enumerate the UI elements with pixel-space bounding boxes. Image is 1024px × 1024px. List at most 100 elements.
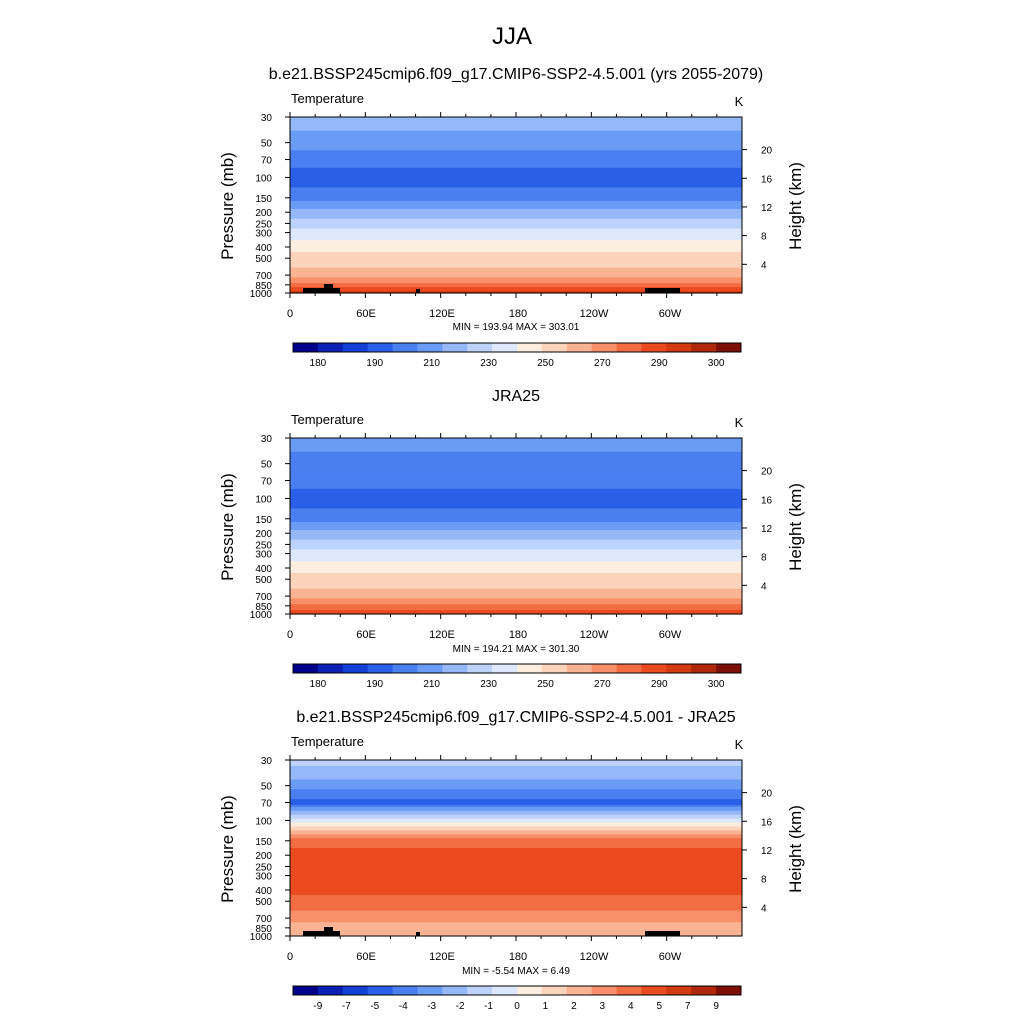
y-tick-label: 30 (261, 756, 273, 767)
topography (416, 289, 420, 293)
field-band (290, 484, 742, 488)
field-band (290, 228, 742, 232)
field-band (290, 934, 742, 937)
panel-difference: b.e21.BSSP245cmip6.f09_g17.CMIP6-SSP2-4.… (218, 709, 805, 1012)
field-band (290, 760, 742, 763)
field-band (290, 793, 742, 796)
field-band (290, 482, 742, 486)
y-tick-label: 200 (255, 208, 272, 219)
field-band (290, 222, 742, 226)
field-band (290, 922, 742, 925)
field-band (290, 210, 742, 214)
field-band (290, 265, 742, 269)
field-band (290, 908, 742, 912)
colorbar-swatch (591, 986, 618, 995)
colorbar-swatch (716, 343, 742, 352)
field-band (290, 555, 742, 558)
field-band (290, 150, 742, 153)
field-band (290, 801, 742, 804)
y-tick-label: 400 (255, 564, 272, 575)
field-band (290, 795, 742, 798)
colorbar-swatch (591, 343, 618, 352)
colorbar-swatch (541, 343, 568, 352)
colorbar-swatch (566, 343, 593, 352)
field-band (290, 867, 742, 871)
colorbar-swatch (641, 343, 667, 352)
field-band (290, 924, 742, 927)
field-band (290, 457, 742, 461)
field-band (290, 898, 742, 902)
field-band (290, 146, 742, 149)
field-band (290, 461, 742, 465)
field-band (290, 492, 742, 496)
field-band (290, 291, 742, 294)
field-band (290, 438, 742, 441)
field-band (290, 830, 742, 833)
colorbar-swatch (616, 664, 642, 673)
field-band (290, 128, 742, 132)
field-band (290, 883, 742, 886)
colorbar-label: 250 (537, 679, 554, 690)
field-band (290, 918, 742, 921)
y-tick-label: 500 (255, 897, 272, 908)
field-band (290, 181, 742, 185)
field-band (290, 932, 742, 935)
colorbar-label: 290 (651, 358, 668, 369)
x-tick-label: 120E (429, 629, 455, 641)
field-band (290, 124, 742, 128)
field-band (290, 500, 742, 504)
field-band (290, 273, 742, 276)
field-band (290, 169, 742, 173)
colorbar-label: 0 (514, 1001, 520, 1012)
field-band (290, 234, 742, 237)
field-band (290, 232, 742, 235)
field-band (290, 606, 742, 609)
panel-title: b.e21.BSSP245cmip6.f09_g17.CMIP6-SSP2-4.… (296, 709, 735, 726)
field-band (290, 863, 742, 867)
field-band (290, 481, 742, 484)
x-tick-label: 120W (580, 308, 609, 320)
colorbar-label: 300 (708, 679, 725, 690)
field-band (290, 120, 742, 124)
colorbar-swatch (317, 664, 344, 673)
colorbar-swatch (591, 664, 618, 673)
variable-label: Temperature (291, 91, 364, 106)
field-band (290, 238, 742, 241)
field-band (290, 126, 742, 130)
colorbar-swatch (442, 343, 468, 352)
field-band (290, 777, 742, 781)
field-band (290, 584, 742, 588)
field-band (290, 565, 742, 568)
field-band (290, 838, 742, 841)
y-right-tick-label: 12 (761, 203, 773, 214)
field-band (290, 236, 742, 239)
field-band (290, 820, 742, 824)
y-axis-label: Pressure (mb) (218, 473, 237, 581)
figure-title: JJA (492, 23, 532, 50)
field-band (290, 140, 742, 144)
colorbar-swatch (417, 664, 443, 673)
y-tick-label: 1000 (250, 932, 273, 943)
field-band (290, 767, 742, 771)
panel-title: b.e21.BSSP245cmip6.f09_g17.CMIP6-SSP2-4.… (269, 66, 764, 83)
field-band (290, 142, 742, 145)
field-band (290, 195, 742, 198)
field-band (290, 506, 742, 509)
colorbar-swatch (293, 343, 319, 352)
field-band (290, 551, 742, 554)
field-band (290, 224, 742, 228)
field-band (290, 773, 742, 777)
colorbar-swatch (641, 986, 667, 995)
colorbar-label: -4 (399, 1001, 408, 1012)
field-band (290, 582, 742, 586)
field-band (290, 189, 742, 192)
y-tick-label: 700 (255, 914, 272, 925)
field-band (290, 844, 742, 847)
field-band (290, 824, 742, 828)
field-band (290, 928, 742, 931)
variable-label: Temperature (291, 412, 364, 427)
field-band (290, 160, 742, 163)
field-band (290, 122, 742, 126)
field-band (290, 812, 742, 816)
field-band (290, 785, 742, 788)
